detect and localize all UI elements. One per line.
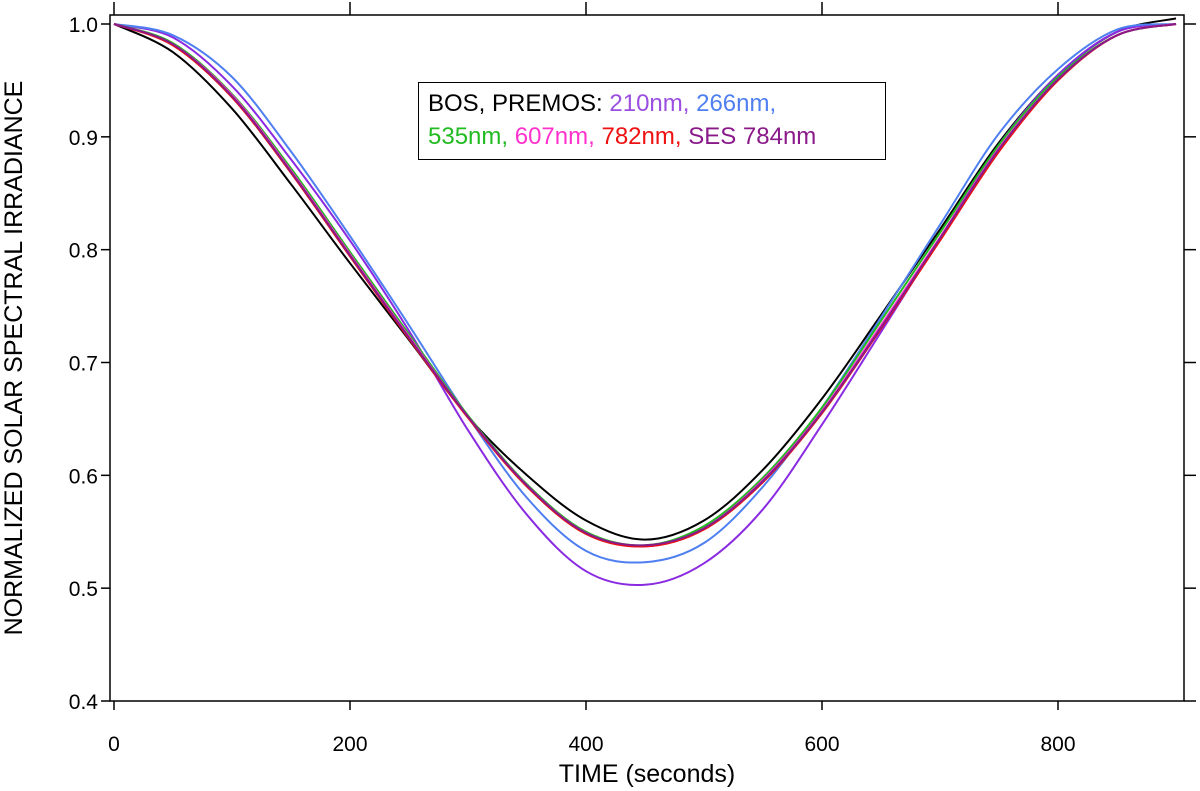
y-tick-label: 0.8: [69, 240, 98, 263]
x-axis-label: TIME (seconds): [559, 760, 735, 788]
legend-entry-ses-784nm: SES 784nm: [688, 123, 817, 150]
y-tick-label: 0.5: [69, 578, 98, 601]
y-axis-label: NORMALIZED SOLAR SPECTRAL IRRADIANCE: [0, 81, 28, 636]
y-tick-label: 0.6: [69, 465, 98, 488]
legend: BOS, PREMOS: 210nm, 266nm, 535nm, 607nm,…: [418, 82, 886, 160]
series-line-premos-266nm: [113, 23, 1177, 564]
legend-entry-782nm: 782nm,: [601, 123, 682, 150]
y-tick-label: 0.9: [69, 127, 98, 150]
x-tick-label: 400: [568, 733, 603, 756]
y-tick-label: 0.7: [69, 353, 98, 376]
x-tick-label: 200: [332, 733, 367, 756]
series-line-ses-784nm: [113, 23, 1177, 547]
series-line-bos: [113, 17, 1177, 541]
legend-entry-210nm: 210nm,: [609, 90, 690, 117]
legend-line-2: 535nm, 607nm, 782nm, SES 784nm: [428, 120, 885, 153]
legend-entry-607nm: 607nm,: [514, 123, 595, 150]
x-tick-label: 0: [108, 733, 120, 756]
legend-entry-535nm: 535nm,: [428, 123, 509, 150]
legend-line-1: BOS, PREMOS: 210nm, 266nm,: [428, 87, 885, 120]
x-tick-label: 800: [1040, 733, 1075, 756]
x-tick-label: 600: [804, 733, 839, 756]
y-tick-label: 1.0: [69, 14, 98, 37]
legend-prefix: BOS, PREMOS:: [428, 90, 603, 117]
y-tick-label: 0.4: [69, 691, 99, 714]
legend-entry-266nm: 266nm,: [696, 90, 777, 117]
plot-frame: [109, 14, 1185, 702]
